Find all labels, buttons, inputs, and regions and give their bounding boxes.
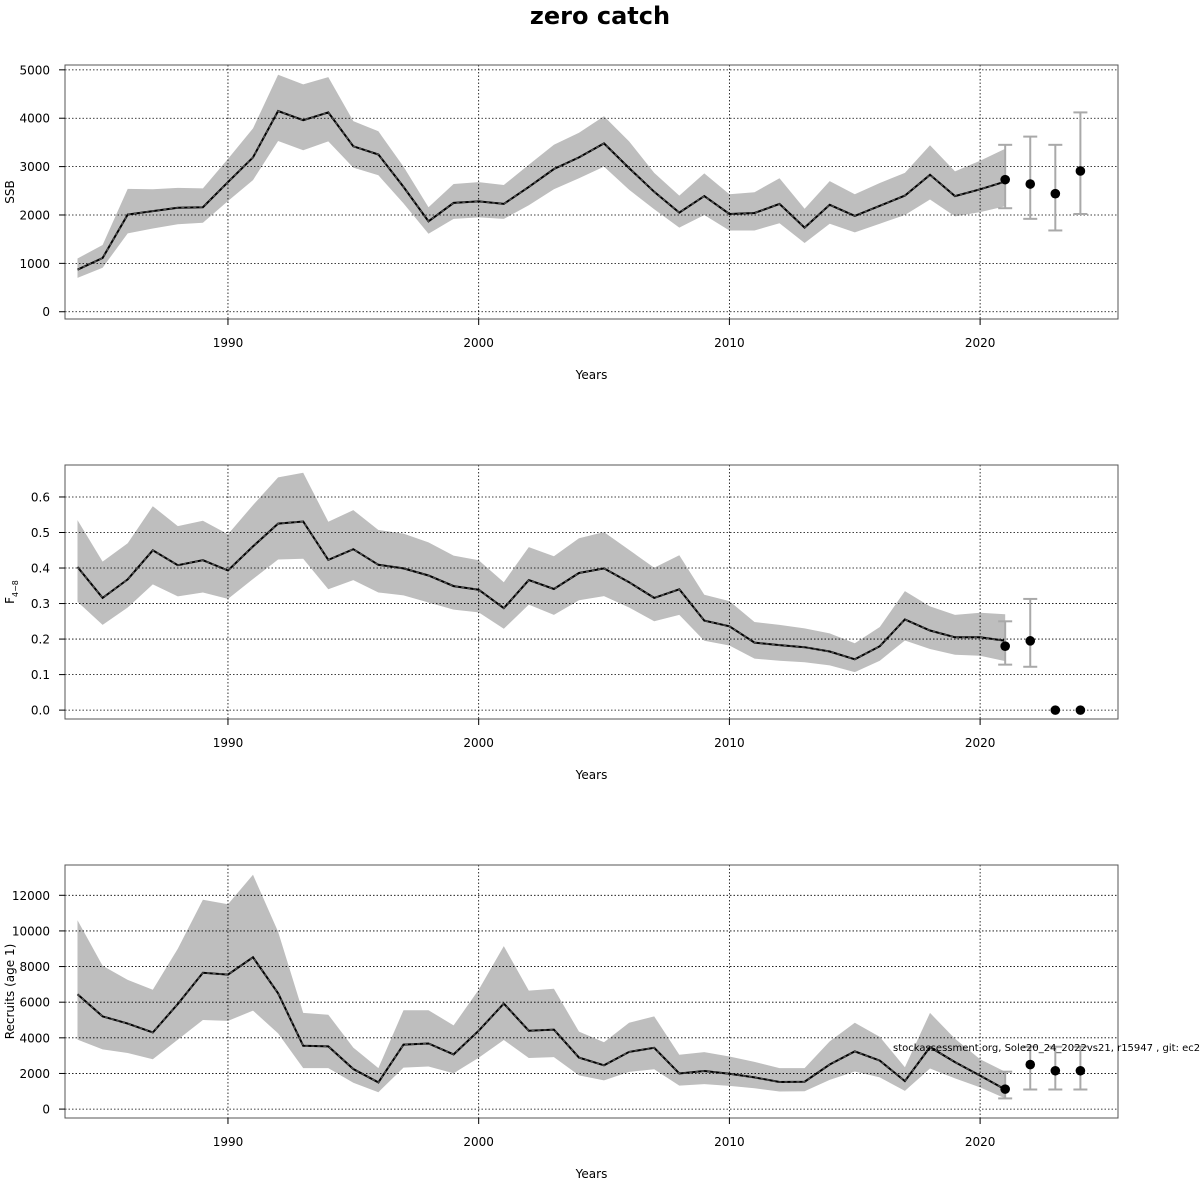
x-tick-label: 2020	[965, 736, 996, 750]
forecast-point	[1000, 174, 1010, 185]
x-tick-label: 2010	[714, 1135, 745, 1149]
y-tick-label: 2000	[19, 1067, 50, 1081]
estimate-line-dashed	[77, 956, 1006, 1091]
y-tick-label: 0.6	[31, 490, 50, 504]
confidence-band	[77, 874, 1006, 1099]
y-tick-label: 2000	[19, 208, 50, 222]
y-tick-label: 6000	[19, 996, 50, 1010]
forecast-point	[1000, 1084, 1010, 1094]
y-tick-label: 0.5	[31, 526, 50, 540]
confidence-band	[77, 472, 1006, 673]
chart-panel-3: 1990 2000 2010 2020 0 2000 4000 6000 8000 10000 12…	[3, 864, 1200, 1181]
y-tick-label: 0	[42, 305, 50, 319]
x-tick-label: 2020	[965, 1135, 996, 1149]
y-axis-label: SSB	[3, 180, 17, 203]
plot-frame	[64, 64, 1119, 320]
x-tick-label: 2000	[463, 336, 494, 350]
x-tick-label: 2020	[965, 336, 996, 350]
y-axis-label: F4−8	[3, 580, 20, 604]
estimate-line-dashed	[77, 110, 1006, 271]
y-tick-label: 0.2	[31, 633, 50, 647]
y-tick-label: 0.3	[31, 597, 50, 611]
plot-frame	[64, 464, 1119, 720]
y-tick-label: 4000	[19, 1031, 50, 1045]
forecast-point	[1075, 705, 1086, 715]
chart-title: zero catch	[529, 2, 671, 30]
forecast-point	[1000, 641, 1010, 651]
y-tick-label: 10000	[12, 924, 50, 938]
y-tick-label: 5000	[19, 63, 50, 77]
y-tick-label: 0.1	[31, 668, 50, 682]
x-tick-label: 2010	[714, 336, 745, 350]
y-tick-label: 0.4	[31, 562, 50, 576]
forecast-point	[1075, 1065, 1086, 1076]
x-tick-label: 1990	[213, 336, 244, 350]
x-tick-label: 2000	[463, 736, 494, 750]
chart-panel-1: 1990 2000 2010 2020 0 1000 2000 3000 4000 5000 Yea…	[3, 63, 1119, 382]
y-tick-label: 0	[42, 1103, 50, 1117]
forecast-point	[1050, 705, 1061, 715]
x-tick-label: 1990	[213, 736, 244, 750]
y-tick-label: 12000	[12, 889, 50, 903]
x-axis-label: Years	[575, 768, 608, 782]
plot-frame	[64, 864, 1119, 1119]
x-tick-label: 2010	[714, 736, 745, 750]
y-tick-label: 1000	[19, 257, 50, 271]
forecast-point	[1050, 188, 1061, 199]
forecast-point	[1025, 636, 1036, 646]
y-axis-label: Recruits (age 1)	[3, 944, 17, 1040]
x-axis-label: Years	[575, 368, 608, 382]
confidence-band	[77, 74, 1006, 278]
y-tick-label: 0.0	[31, 704, 50, 718]
annotation-text: stockassessment.org, Sole20_24_2022vs21,…	[893, 1043, 1200, 1054]
forecast-point	[1025, 1059, 1036, 1070]
forecast-point	[1075, 166, 1086, 176]
x-tick-label: 2000	[463, 1135, 494, 1149]
x-tick-label: 1990	[213, 1135, 244, 1149]
chart-panel-2: 1990 2000 2010 2020 0.0 0.1 0.2 0.3 0.4 0.5 0.6 Yea…	[3, 464, 1119, 782]
y-tick-label: 3000	[19, 160, 50, 174]
forecast-point	[1050, 1065, 1061, 1076]
forecast-point	[1025, 179, 1036, 189]
y-axis-label-subscript: 4−8	[11, 580, 20, 597]
x-axis-label: Years	[575, 1167, 608, 1181]
y-tick-label: 8000	[19, 960, 50, 974]
estimate-line-dashed	[77, 520, 1006, 660]
y-tick-label: 4000	[19, 112, 50, 126]
